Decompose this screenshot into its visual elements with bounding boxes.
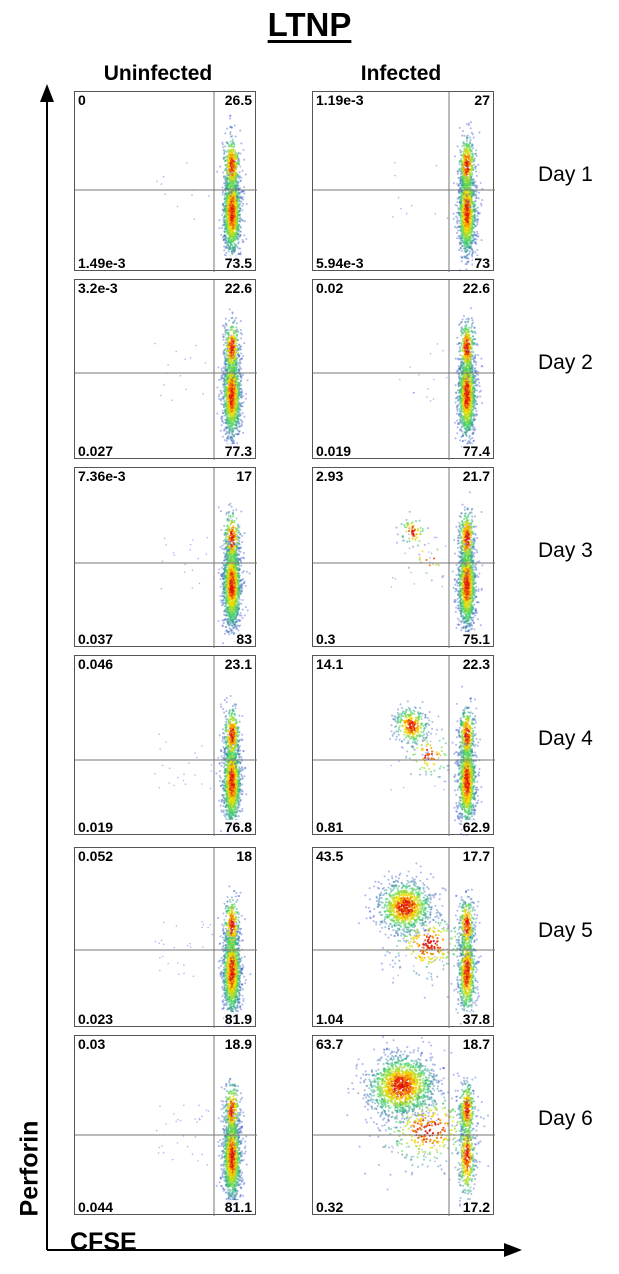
quadrant-value-lower-left: 0.019 [315, 444, 353, 458]
quadrant-value-upper-left: 0.052 [77, 849, 115, 863]
panel-uninfected-day-5: 0.052 18 0.023 81.9 [74, 847, 257, 1028]
quadrant-value-upper-right: 23.1 [223, 657, 253, 671]
row-label-day-5: Day 5 [538, 919, 593, 943]
quadrant-value-lower-right: 17.2 [461, 1200, 491, 1214]
quadrant-value-lower-left: 1.04 [315, 1012, 345, 1026]
column-header-uninfected: Uninfected [63, 62, 253, 86]
density-plot [75, 468, 257, 648]
quadrant-value-upper-right: 22.6 [223, 281, 253, 295]
quadrant-value-lower-right: 75.1 [461, 632, 491, 646]
panel-infected-day-2: 0.02 22.6 0.019 77.4 [312, 279, 495, 460]
quadrant-value-upper-left: 1.19e-3 [315, 93, 365, 107]
quadrant-value-upper-right: 22.6 [461, 281, 491, 295]
quadrant-value-lower-left: 0.023 [77, 1012, 115, 1026]
quadrant-value-upper-left: 14.1 [315, 657, 345, 671]
row-label-day-3: Day 3 [538, 539, 593, 563]
row-label-day-1: Day 1 [538, 163, 593, 187]
row-label-day-2: Day 2 [538, 351, 593, 375]
density-plot [313, 280, 495, 460]
density-plot [313, 92, 495, 272]
y-axis-label: Perforin [16, 1114, 45, 1224]
quadrant-value-upper-right: 26.5 [223, 93, 253, 107]
quadrant-value-lower-left: 0.81 [315, 820, 345, 834]
quadrant-value-upper-right: 18.7 [461, 1037, 491, 1051]
quadrant-value-lower-left: 5.94e-3 [315, 256, 365, 270]
quadrant-value-lower-left: 1.49e-3 [77, 256, 127, 270]
quadrant-value-lower-right: 77.4 [461, 444, 491, 458]
density-plot [313, 656, 495, 836]
density-plot [75, 848, 257, 1028]
quadrant-value-lower-right: 77.3 [223, 444, 253, 458]
panel-uninfected-day-1: 0 26.5 1.49e-3 73.5 [74, 91, 257, 272]
quadrant-value-upper-right: 17.7 [461, 849, 491, 863]
quadrant-value-upper-right: 22.3 [461, 657, 491, 671]
row-label-day-4: Day 4 [538, 727, 593, 751]
quadrant-value-lower-right: 81.9 [223, 1012, 253, 1026]
quadrant-value-lower-right: 62.9 [461, 820, 491, 834]
quadrant-value-lower-left: 0.32 [315, 1200, 345, 1214]
panel-uninfected-day-4: 0.046 23.1 0.019 76.8 [74, 655, 257, 836]
quadrant-value-lower-left: 0.027 [77, 444, 115, 458]
quadrant-value-lower-right: 73.5 [223, 256, 253, 270]
quadrant-value-upper-left: 43.5 [315, 849, 345, 863]
quadrant-value-lower-left: 0.019 [77, 820, 115, 834]
density-plot [75, 280, 257, 460]
density-plot [75, 1036, 257, 1216]
quadrant-value-upper-right: 27 [473, 93, 491, 107]
density-plot [75, 92, 257, 272]
x-axis-label: CFSE [70, 1228, 137, 1257]
panel-infected-day-6: 63.7 18.7 0.32 17.2 [312, 1035, 495, 1216]
quadrant-value-upper-left: 7.36e-3 [77, 469, 127, 483]
y-axis-arrowhead [40, 84, 54, 102]
quadrant-value-lower-right: 81.1 [223, 1200, 253, 1214]
quadrant-value-upper-right: 18.9 [223, 1037, 253, 1051]
quadrant-value-upper-left: 2.93 [315, 469, 345, 483]
quadrant-value-upper-left: 0.046 [77, 657, 115, 671]
density-plot [75, 656, 257, 836]
panel-infected-day-4: 14.1 22.3 0.81 62.9 [312, 655, 495, 836]
quadrant-value-upper-right: 21.7 [461, 469, 491, 483]
quadrant-value-upper-right: 18 [235, 849, 253, 863]
panel-uninfected-day-3: 7.36e-3 17 0.037 83 [74, 467, 257, 648]
density-plot [313, 468, 495, 648]
quadrant-value-lower-left: 0.044 [77, 1200, 115, 1214]
quadrant-value-lower-left: 0.3 [315, 632, 337, 646]
quadrant-value-lower-right: 73 [473, 256, 491, 270]
density-plot [313, 848, 495, 1028]
panel-uninfected-day-2: 3.2e-3 22.6 0.027 77.3 [74, 279, 257, 460]
panel-infected-day-3: 2.93 21.7 0.3 75.1 [312, 467, 495, 648]
x-axis-arrowhead [504, 1243, 522, 1257]
quadrant-value-lower-right: 37.8 [461, 1012, 491, 1026]
quadrant-value-lower-left: 0.037 [77, 632, 115, 646]
quadrant-value-upper-left: 3.2e-3 [77, 281, 119, 295]
panel-infected-day-5: 43.5 17.7 1.04 37.8 [312, 847, 495, 1028]
quadrant-value-upper-right: 17 [235, 469, 253, 483]
row-label-day-6: Day 6 [538, 1107, 593, 1131]
quadrant-value-upper-left: 0 [77, 93, 87, 107]
quadrant-value-lower-right: 76.8 [223, 820, 253, 834]
column-header-infected: Infected [306, 62, 496, 86]
quadrant-value-upper-left: 0.03 [77, 1037, 107, 1051]
quadrant-value-upper-left: 63.7 [315, 1037, 345, 1051]
chart-title: LTNP [0, 6, 619, 44]
density-plot [313, 1036, 495, 1216]
quadrant-value-upper-left: 0.02 [315, 281, 345, 295]
panel-infected-day-1: 1.19e-3 27 5.94e-3 73 [312, 91, 495, 272]
panel-uninfected-day-6: 0.03 18.9 0.044 81.1 [74, 1035, 257, 1216]
quadrant-value-lower-right: 83 [235, 632, 253, 646]
